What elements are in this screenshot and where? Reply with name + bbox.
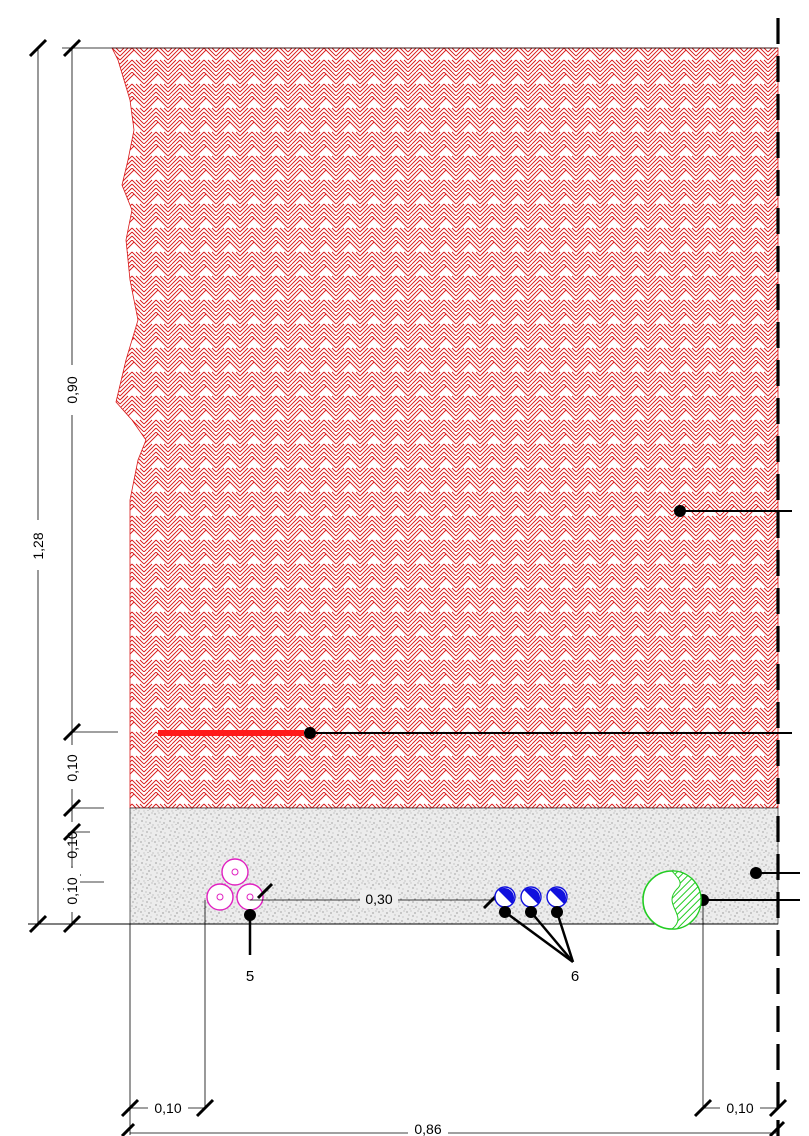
dim-layer-a-label: 0,10 [64, 754, 80, 781]
leader-warning-tape [304, 727, 792, 739]
dimension-layer-c: 0,10 [62, 822, 90, 934]
dim-upper-height-label: 0,90 [64, 376, 80, 403]
dim-total-width-label: 0,86 [414, 1121, 441, 1136]
dim-layer-c-label: 0,10 [64, 877, 80, 904]
conduit-bundle [206, 858, 264, 911]
dim-pipe-spacing-label: 0,30 [365, 891, 392, 907]
leader-backfill [674, 505, 792, 517]
callout-6-leaders [499, 906, 575, 964]
cable-group [494, 886, 568, 908]
cable-2 [520, 886, 542, 908]
dimension-left-offset: 0,10 [120, 1098, 215, 1118]
dimension-total-height: 1,28 [28, 38, 48, 934]
green-duct [642, 870, 702, 930]
callout-5-label: 5 [246, 968, 254, 985]
dimension-total-width: 0,86 [120, 1120, 786, 1136]
dimension-layer-a: 0,10 [62, 732, 104, 818]
dimension-pipe-spacing: 0,30 [250, 882, 500, 910]
dimension-upper-height: 0,90 [62, 38, 118, 742]
dim-right-offset-label: 0,10 [726, 1100, 753, 1116]
callout-6-label: 6 [571, 968, 579, 985]
cable-1 [494, 886, 516, 908]
backfill-region [111, 47, 779, 809]
leader-bedding [750, 867, 800, 879]
dimension-right-offset: 0,10 [693, 1098, 788, 1118]
callout-5-leader [244, 909, 256, 955]
dim-left-offset-label: 0,10 [154, 1100, 181, 1116]
dim-total-height-label: 1,28 [30, 532, 46, 559]
cable-3 [546, 886, 568, 908]
